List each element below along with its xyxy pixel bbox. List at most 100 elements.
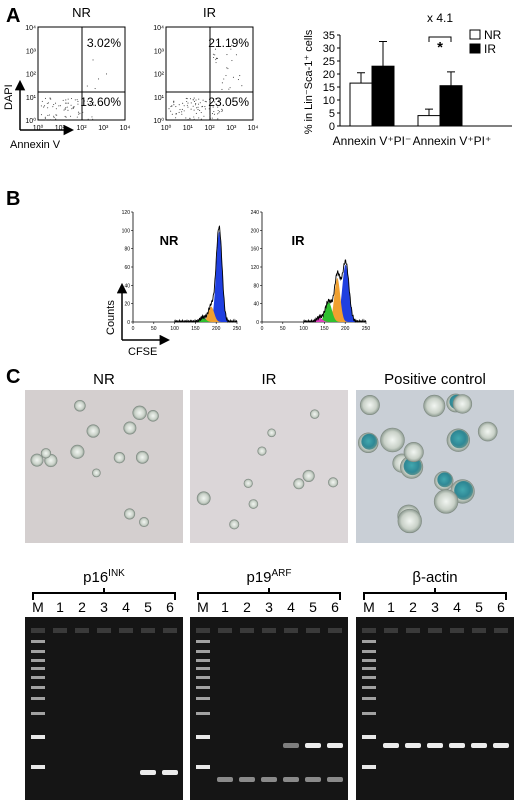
lane-bracket	[197, 588, 341, 600]
pcr-band	[217, 777, 233, 782]
stained-cell	[403, 457, 422, 476]
x-tick-label: 200	[341, 326, 350, 332]
x-tick-label: 0	[261, 326, 264, 332]
event-dot	[67, 102, 69, 104]
y-tick-label: 80	[124, 247, 130, 253]
x-tick-label: 250	[233, 326, 242, 332]
gel-image	[25, 617, 183, 800]
plot-title: IR	[292, 233, 306, 248]
gel-well	[196, 628, 210, 633]
event-dot	[197, 103, 200, 105]
axis-label: CFSE	[128, 346, 157, 358]
ladder-band	[31, 676, 45, 679]
event-dot	[181, 111, 183, 113]
pcr-band	[283, 777, 299, 782]
event-dot	[92, 104, 95, 106]
event-dot	[173, 104, 175, 106]
bar	[417, 115, 441, 127]
event-dot	[221, 109, 224, 111]
event-dot	[214, 48, 217, 50]
event-dot	[194, 119, 196, 121]
event-dot	[186, 100, 188, 103]
gel-title: β-actin	[412, 569, 457, 586]
event-dot	[182, 102, 184, 104]
x-tick-label: 50	[151, 326, 157, 332]
event-dot	[204, 100, 206, 102]
pcr-band	[405, 743, 421, 748]
event-dot	[205, 101, 207, 103]
panel-label: B	[6, 188, 20, 210]
x-tick-label: 0	[132, 326, 135, 332]
bar	[349, 82, 373, 127]
ladder-band	[362, 735, 376, 739]
x-tick-label: 10⁰	[33, 124, 44, 132]
lane-label: 3	[100, 599, 108, 615]
ladder-band	[196, 697, 210, 700]
panel-label: A	[6, 5, 20, 27]
x-tick-label: 150	[191, 326, 200, 332]
event-dot	[187, 118, 189, 121]
error-bar	[447, 71, 455, 86]
event-dot	[93, 101, 95, 103]
event-dot	[203, 115, 205, 117]
event-dot	[217, 109, 219, 112]
lane-label: 6	[331, 599, 339, 615]
event-dot	[58, 105, 60, 107]
event-dot	[214, 101, 216, 103]
event-dot	[178, 104, 180, 106]
x-tick-label: 100	[170, 326, 179, 332]
ladder-band	[362, 686, 376, 689]
gel-well	[450, 628, 464, 633]
event-dot	[217, 106, 219, 108]
event-dot	[192, 105, 194, 107]
event-dot	[91, 116, 93, 118]
event-dot	[209, 114, 211, 116]
event-dot	[215, 59, 217, 61]
gel-well	[31, 628, 45, 633]
event-dot	[186, 98, 188, 100]
x-tick-label: 10³	[226, 125, 237, 132]
event-dot	[216, 113, 219, 115]
event-dot	[63, 109, 65, 111]
event-dot	[47, 102, 50, 104]
event-dot	[241, 85, 243, 87]
event-dot	[192, 99, 194, 101]
event-dot	[55, 118, 57, 120]
lane-label: 1	[387, 599, 395, 615]
cell	[30, 453, 44, 467]
event-dot	[221, 110, 223, 112]
event-dot	[225, 74, 227, 77]
y-tick-label: 30	[323, 43, 335, 55]
gel-well	[163, 628, 177, 633]
cell	[293, 478, 305, 490]
gel-well	[384, 628, 398, 633]
event-dot	[196, 107, 198, 109]
lane-label: 6	[166, 599, 174, 615]
event-dot	[193, 116, 195, 118]
panel-label: C	[6, 366, 20, 388]
gel-well	[306, 628, 320, 633]
event-dot	[217, 105, 219, 107]
ladder-band	[31, 697, 45, 700]
event-dot	[175, 113, 177, 115]
event-dot	[197, 106, 199, 108]
event-dot	[94, 87, 96, 90]
pcr-band	[493, 743, 509, 748]
event-dot	[195, 102, 197, 105]
event-dot	[65, 107, 67, 109]
event-dot	[195, 99, 197, 101]
event-dot	[189, 98, 192, 100]
event-dot	[209, 117, 212, 119]
generation-peak	[306, 317, 332, 322]
event-dot	[48, 114, 50, 116]
event-dot	[195, 104, 197, 106]
x-tick-label: 10¹	[183, 125, 194, 132]
x-tick-label: Annexin V⁺PI⁺	[413, 134, 492, 148]
pcr-band	[239, 777, 255, 782]
event-dot	[190, 102, 192, 104]
event-dot	[64, 108, 66, 110]
event-dot	[76, 116, 78, 118]
lane-label: 5	[309, 599, 317, 615]
error-bar	[357, 72, 365, 84]
legend-label: IR	[484, 42, 496, 56]
